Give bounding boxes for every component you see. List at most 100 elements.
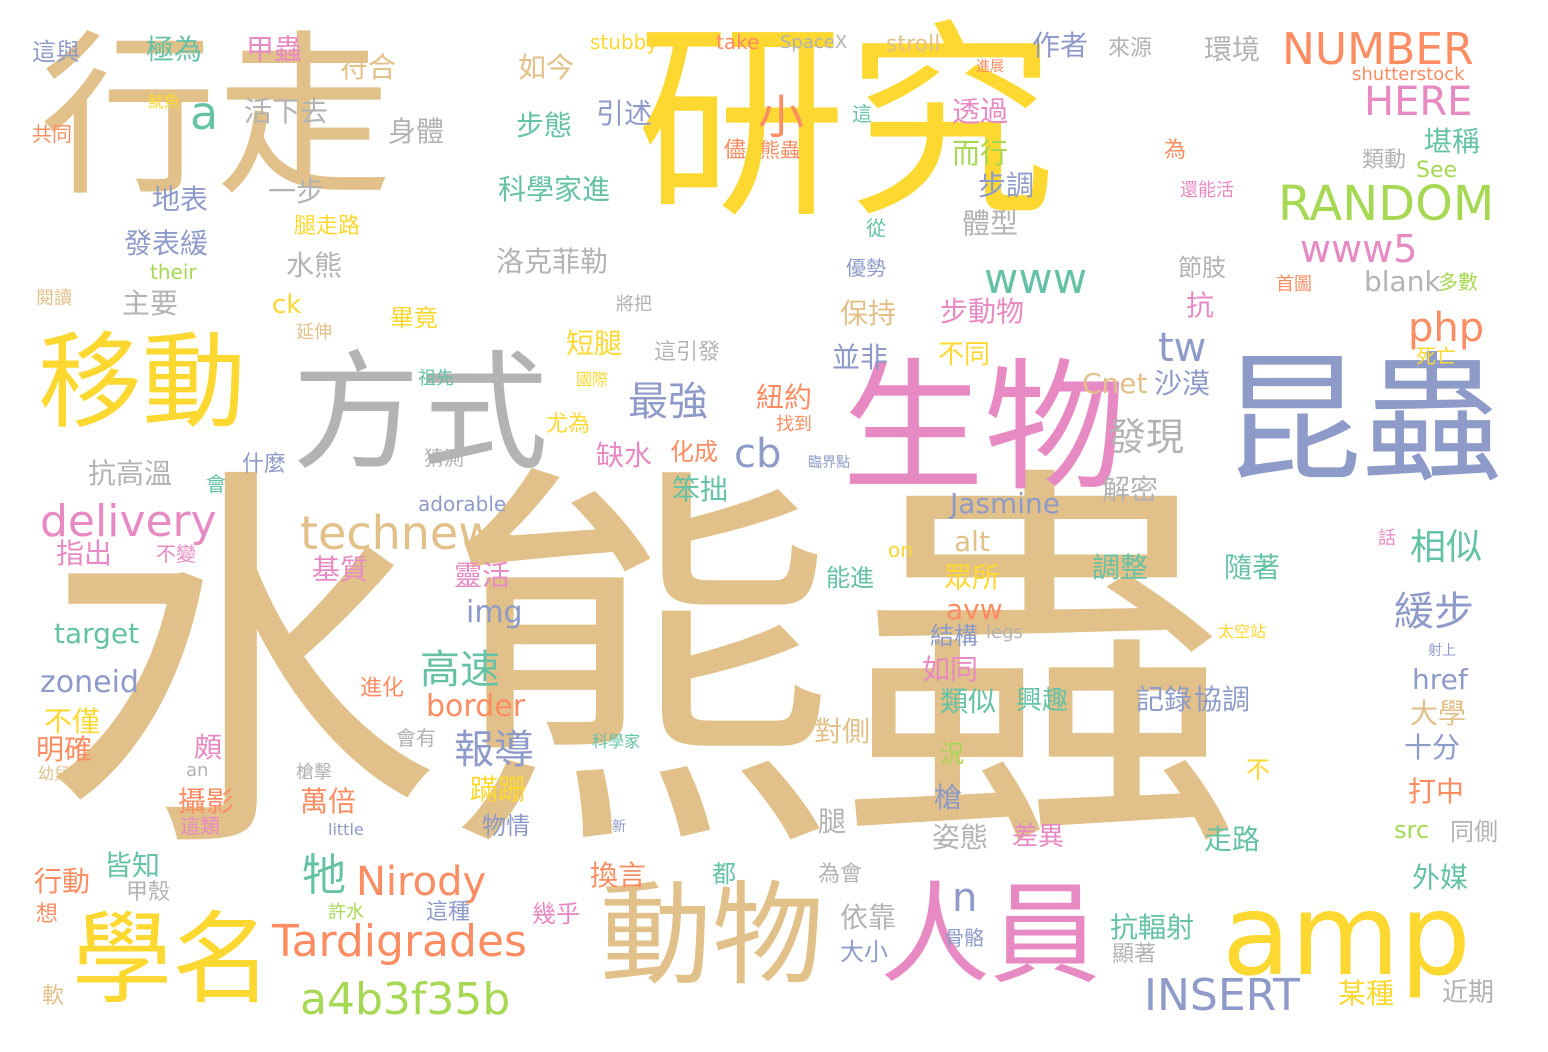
word: 如同: [922, 653, 979, 686]
word: 大學: [1410, 697, 1467, 730]
word: 作者: [1032, 29, 1089, 62]
word: 想: [36, 902, 59, 927]
word: 昆蟲: [1222, 340, 1503, 503]
word: 這: [852, 102, 872, 126]
word: 緩步: [1394, 589, 1474, 635]
word: 水熊: [286, 249, 343, 282]
word: 臨界點: [808, 455, 850, 471]
word: 走路: [1204, 823, 1261, 856]
word: shutterstock: [1352, 64, 1465, 85]
word: 同側: [1450, 818, 1498, 846]
word: 一步: [268, 175, 325, 208]
word: 研究: [636, 2, 1057, 247]
word: RANDOM: [1278, 176, 1495, 232]
word: 調整: [1092, 551, 1149, 584]
word: 方式: [292, 339, 549, 488]
word: 解密: [1102, 473, 1159, 506]
word: 抗輻射: [1110, 911, 1195, 944]
word: 行動: [34, 865, 91, 898]
word: 從: [866, 216, 886, 240]
word: 什麼: [242, 452, 287, 477]
word: 步調: [978, 169, 1035, 202]
word: 許水: [328, 902, 364, 923]
word: src: [1394, 816, 1430, 844]
word: 外媒: [1412, 861, 1469, 894]
word: NUMBER: [1282, 24, 1474, 75]
word: 而行: [952, 137, 1009, 170]
word: 基質: [312, 553, 369, 586]
word: 祖先: [418, 368, 454, 389]
word: little: [328, 820, 364, 839]
word: 並非: [832, 341, 889, 374]
word: 射上: [1428, 643, 1456, 659]
word: 極為: [146, 33, 203, 66]
word: 將把: [616, 294, 652, 315]
word: cb: [734, 431, 782, 477]
word: Cnet: [1082, 367, 1148, 400]
word: avw: [946, 593, 1003, 626]
word: an: [186, 760, 209, 781]
word: alt: [954, 525, 990, 558]
word: 幾乎: [532, 900, 580, 928]
word: 不: [1246, 756, 1270, 784]
word: 透過: [952, 95, 1009, 128]
word: delivery: [40, 496, 217, 547]
word: 還能活: [1180, 180, 1234, 201]
word: 軟: [42, 984, 65, 1009]
word: img: [466, 595, 523, 630]
word: 優勢: [846, 256, 886, 280]
word: 不同: [938, 340, 991, 370]
word: INSERT: [1144, 970, 1300, 1021]
word: 不變: [156, 542, 196, 566]
word: 活下去: [244, 95, 329, 128]
word: target: [54, 617, 140, 650]
word: 身體: [388, 115, 445, 148]
word: 科學家進: [498, 173, 611, 206]
word: blank: [1364, 265, 1441, 298]
word: Jasmine: [950, 487, 1061, 520]
word: 況: [940, 740, 964, 768]
word: 話: [1378, 528, 1396, 549]
word: php: [1408, 305, 1485, 351]
word: 抗: [1186, 289, 1215, 322]
word: 相似: [1410, 527, 1483, 568]
word: 缺水: [596, 439, 653, 472]
word: 甲殼: [126, 880, 171, 905]
word: 熊蟲: [760, 138, 800, 162]
word: 甲蟲: [246, 33, 303, 66]
word: www5: [1300, 227, 1418, 271]
word: 堪稱: [1424, 125, 1481, 158]
word: 高速: [420, 647, 500, 693]
word: 國際: [576, 370, 609, 389]
word: 地表: [152, 183, 209, 216]
word: Tardigrades: [272, 916, 527, 967]
word: 最強: [628, 379, 708, 425]
word: 尤為: [546, 412, 591, 437]
word: 主要: [122, 287, 179, 320]
word: zoneid: [40, 665, 139, 700]
word: SpaceX: [780, 32, 848, 53]
word: 小: [758, 90, 804, 144]
word: 靈活: [454, 559, 511, 592]
word: 顯著: [1112, 942, 1157, 967]
word: 頗: [194, 731, 223, 764]
word: 洛克菲勒: [496, 245, 609, 278]
word: 皆知: [104, 849, 161, 882]
word: 會有: [396, 726, 436, 750]
word: 生物: [842, 346, 1126, 511]
word: 畢竟: [390, 304, 438, 332]
word: 行走: [40, 15, 393, 220]
word: 科學家: [592, 732, 641, 751]
word: 槍: [934, 781, 963, 814]
word: 協調: [1194, 683, 1251, 716]
word: 腿走路: [294, 214, 361, 239]
word: 抗高溫: [88, 457, 173, 490]
word: 興趣: [1016, 686, 1069, 716]
word: technews: [300, 506, 520, 560]
word: 差異: [1012, 822, 1065, 852]
word: 蹣跚: [470, 773, 527, 806]
word: 這類: [180, 814, 220, 838]
word: take: [716, 30, 760, 54]
word: 大小: [840, 938, 888, 966]
word: 閱讀: [36, 288, 72, 309]
